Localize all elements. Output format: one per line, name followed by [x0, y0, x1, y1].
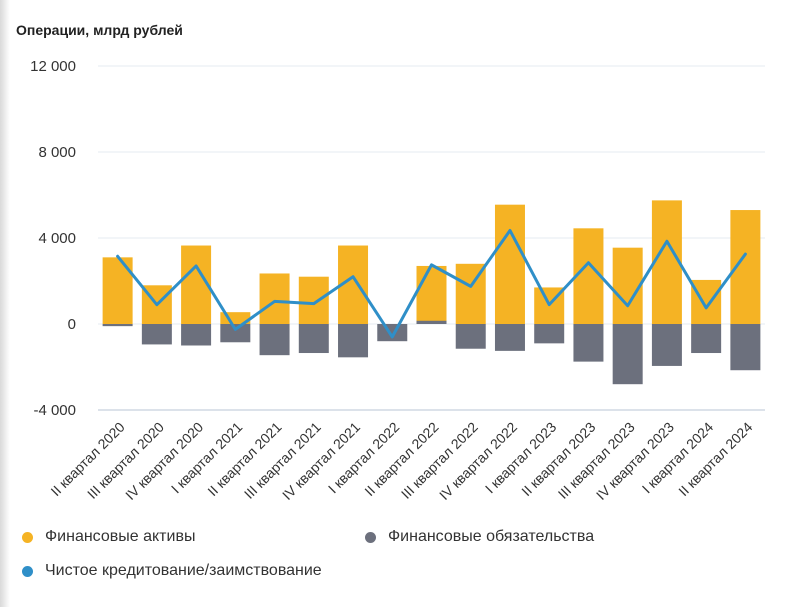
bars-layer — [102, 200, 761, 385]
bar-liabilities — [220, 324, 251, 343]
bar-liabilities — [612, 324, 643, 385]
bar-liabilities — [181, 324, 212, 346]
bar-liabilities — [259, 324, 290, 356]
legend-swatch-net — [22, 565, 33, 577]
bar-liabilities — [102, 324, 133, 327]
legend-label-assets: Финансовые активы — [45, 528, 196, 545]
bar-assets — [612, 247, 643, 324]
bar-assets — [573, 228, 604, 324]
legend: Финансовые активы Финансовые обязательст… — [22, 528, 782, 598]
bar-liabilities — [494, 324, 525, 351]
bar-assets — [259, 273, 290, 324]
y-tick-label: 12 000 — [30, 58, 76, 75]
bar-liabilities — [416, 320, 447, 324]
legend-label-liabilities: Финансовые обязательства — [388, 528, 595, 545]
y-tick-label: -4 000 — [33, 402, 76, 419]
legend-swatch-assets — [22, 531, 33, 543]
bar-assets — [298, 276, 329, 324]
bar-assets — [691, 279, 722, 324]
bar-liabilities — [691, 324, 722, 354]
y-tick-label: 0 — [68, 316, 76, 333]
bar-assets — [651, 200, 682, 324]
y-tick-label: 4 000 — [38, 230, 76, 247]
bar-liabilities — [298, 324, 329, 354]
bar-liabilities — [730, 324, 761, 371]
bar-liabilities — [651, 324, 682, 366]
bar-assets — [494, 204, 525, 324]
bar-assets — [416, 265, 447, 324]
bar-liabilities — [573, 324, 604, 362]
line-layer — [116, 228, 747, 339]
legend-item-net: Чистое кредитование/заимствование — [22, 562, 322, 580]
bar-liabilities — [377, 324, 408, 342]
page-edge-shadow — [0, 0, 10, 607]
y-tick-label: 8 000 — [38, 144, 76, 161]
chart-title: Операции, млрд рублей — [16, 22, 183, 38]
bar-assets — [220, 312, 251, 324]
bar-liabilities — [534, 324, 565, 344]
bar-liabilities — [455, 324, 486, 349]
bar-liabilities — [338, 324, 369, 358]
legend-item-assets: Финансовые активы — [22, 528, 195, 546]
legend-swatch-liabilities — [365, 531, 376, 543]
legend-item-liabilities: Финансовые обязательства — [365, 528, 594, 546]
bar-liabilities — [141, 324, 172, 345]
legend-label-net: Чистое кредитование/заимствование — [45, 562, 322, 579]
